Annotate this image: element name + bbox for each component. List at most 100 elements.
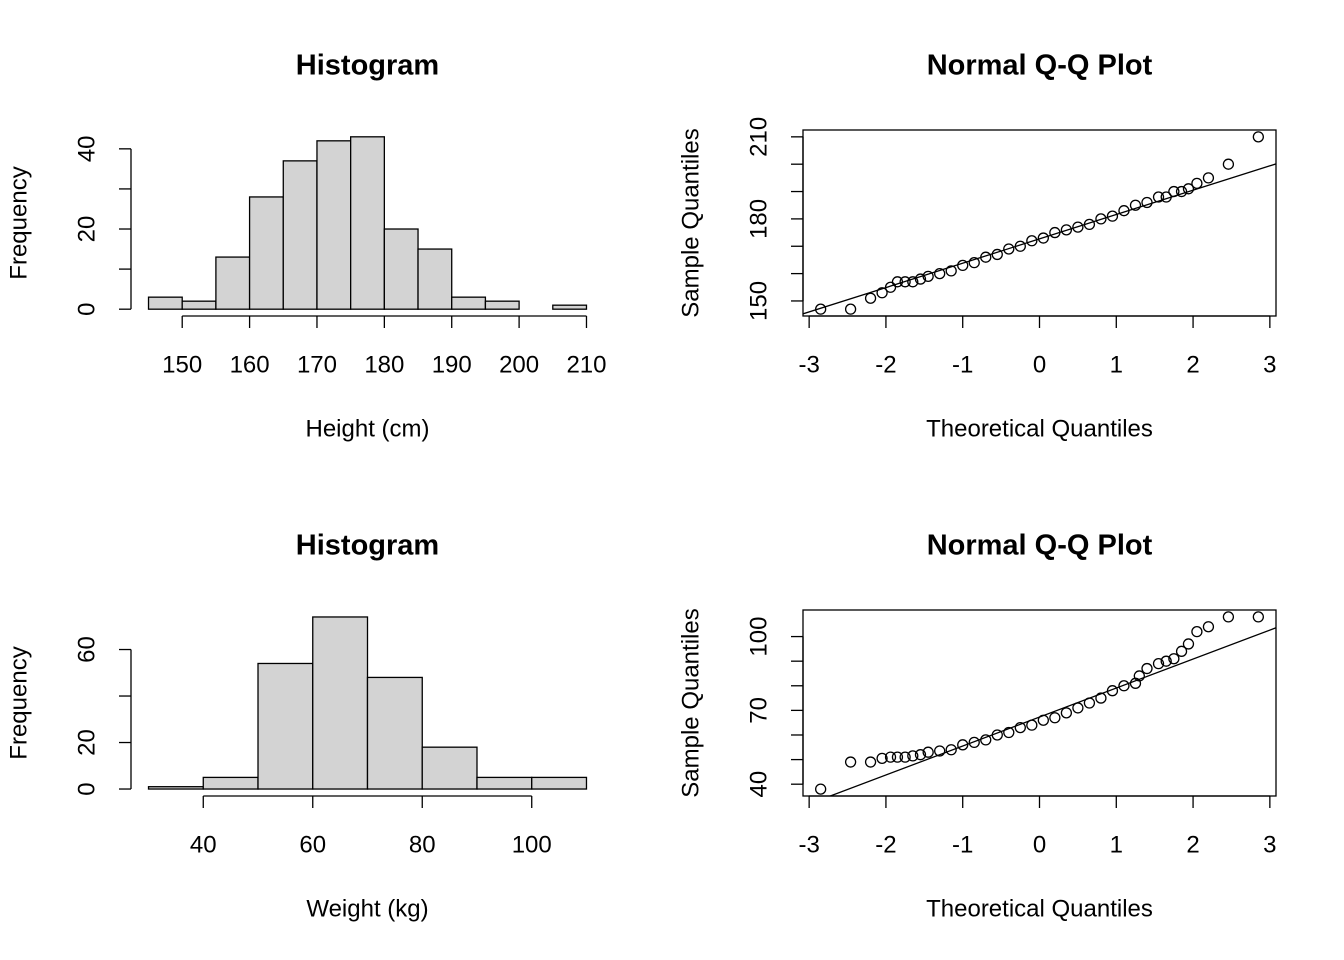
y-tick-label: 70 <box>745 697 772 724</box>
y-tick-label: 210 <box>745 117 772 157</box>
bar <box>282 160 318 310</box>
y-axis-label: Sample Quantiles <box>677 608 704 797</box>
x-tick-label: -2 <box>875 831 896 858</box>
panel: Histogram Height (cm) Frequency 150 160 170 18… <box>5 50 606 443</box>
x-tick-label: -1 <box>952 831 973 858</box>
y-tick-label: 100 <box>745 617 772 657</box>
x-tick-label: 190 <box>432 351 472 378</box>
x-tick-label: 60 <box>299 831 326 858</box>
bar <box>350 136 385 310</box>
point <box>1141 196 1153 209</box>
x-tick-label: 0 <box>1033 351 1046 378</box>
point <box>1014 721 1026 734</box>
x-tick-label: 2 <box>1186 831 1199 858</box>
bar <box>366 676 423 790</box>
point <box>991 248 1003 261</box>
x-tick-label: 3 <box>1263 831 1276 858</box>
plot-frame <box>802 129 1277 317</box>
y-tick-label: 40 <box>745 771 772 798</box>
point <box>934 267 946 280</box>
point <box>876 752 888 765</box>
chart-title: Histogram <box>296 530 439 562</box>
point <box>1160 191 1172 203</box>
point <box>1037 232 1049 244</box>
point <box>991 729 1003 741</box>
y-axis-label: Frequency <box>5 166 32 279</box>
point <box>1168 653 1180 665</box>
point <box>957 739 969 751</box>
chart-title: Histogram <box>296 50 439 82</box>
point <box>891 751 904 763</box>
point <box>1182 638 1195 650</box>
bar <box>451 296 487 310</box>
point <box>1026 235 1038 247</box>
point <box>1252 611 1264 623</box>
point <box>1175 645 1188 657</box>
x-tick-label: 150 <box>162 351 202 378</box>
x-axis-label: Height (cm) <box>305 415 429 442</box>
bar <box>312 616 369 790</box>
point <box>1060 707 1073 719</box>
point <box>922 746 934 758</box>
bar <box>147 786 204 790</box>
point <box>891 276 904 288</box>
x-tick-label: 160 <box>230 351 270 378</box>
point <box>1014 240 1026 252</box>
point <box>1129 199 1142 211</box>
bar <box>383 228 419 310</box>
bar <box>421 746 478 790</box>
panel: Normal Q-Q Plot Theoretical Quantiles Samp… <box>677 530 1277 922</box>
bar <box>181 300 217 310</box>
point <box>1141 662 1153 675</box>
y-tick-label: 20 <box>73 729 100 756</box>
point <box>968 736 980 749</box>
bar <box>531 776 588 790</box>
bar <box>417 248 453 310</box>
point <box>864 756 877 768</box>
point <box>1118 680 1130 692</box>
point <box>922 270 934 282</box>
point <box>1083 697 1096 709</box>
point <box>907 276 919 288</box>
point <box>1133 670 1145 682</box>
point <box>884 281 897 293</box>
bar <box>257 662 314 790</box>
bar <box>476 776 533 790</box>
point <box>1037 714 1049 726</box>
point <box>914 749 927 761</box>
x-axis-label: Theoretical Quantiles <box>926 895 1153 922</box>
y-tick-label: 20 <box>73 216 100 243</box>
x-tick-label: 40 <box>190 831 217 858</box>
bar <box>316 140 352 310</box>
point <box>1072 702 1084 714</box>
point <box>1182 183 1195 195</box>
y-tick-label: 180 <box>745 199 772 239</box>
point <box>876 287 888 299</box>
chart-title: Normal Q-Q Plot <box>927 530 1153 562</box>
x-axis-label: Weight (kg) <box>306 895 428 922</box>
point <box>1191 626 1203 638</box>
point <box>1106 685 1119 697</box>
y-axis-label: Frequency <box>5 646 32 759</box>
point <box>899 276 911 288</box>
bar <box>248 196 284 310</box>
point <box>1072 221 1084 233</box>
point <box>1049 226 1061 239</box>
point <box>914 273 927 285</box>
qq-line <box>803 163 1276 315</box>
x-tick-label: -1 <box>952 351 973 378</box>
y-axis-label: Sample Quantiles <box>677 128 704 317</box>
panel: Histogram Weight (kg) Frequency 40 60 80 100 0 2… <box>5 530 588 922</box>
point <box>1202 172 1215 184</box>
panel: Normal Q-Q Plot Theoretical Quantiles Samp… <box>677 50 1277 442</box>
x-tick-label: 100 <box>512 831 552 858</box>
point <box>1202 621 1215 633</box>
point <box>1095 692 1107 704</box>
point <box>1191 177 1203 189</box>
point <box>1060 224 1073 236</box>
point <box>1003 726 1015 739</box>
point <box>1222 158 1235 170</box>
bar <box>202 776 259 790</box>
point <box>864 292 877 304</box>
